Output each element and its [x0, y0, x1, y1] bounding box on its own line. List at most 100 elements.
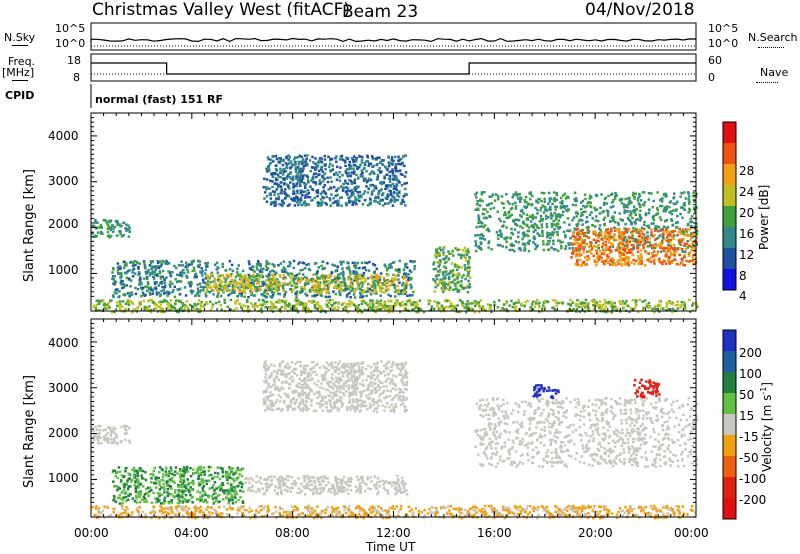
heatmap-cell	[572, 242, 575, 246]
heatmap-cell	[687, 211, 690, 214]
heatmap-cell	[167, 270, 170, 273]
heatmap-cell	[356, 282, 359, 285]
heatmap-cell	[686, 239, 689, 243]
heatmap-cell	[323, 172, 327, 175]
heatmap-cell	[107, 225, 111, 228]
heatmap-cell	[688, 259, 691, 263]
heatmap-cell	[255, 278, 258, 282]
heatmap-cell	[225, 283, 228, 287]
heatmap-cell	[693, 208, 697, 212]
heatmap-cell	[586, 202, 590, 205]
heatmap-cell	[330, 271, 334, 275]
heatmap-cell	[365, 294, 368, 298]
heatmap-cell	[669, 251, 673, 255]
heatmap-cell	[256, 288, 259, 291]
heatmap-cell	[117, 265, 120, 269]
heatmap-cell	[184, 468, 187, 472]
heatmap-cell	[343, 289, 346, 292]
heatmap-cell	[693, 227, 697, 231]
heatmap-cell	[446, 299, 449, 303]
heatmap-cell	[411, 303, 414, 306]
heatmap-cell	[626, 242, 630, 245]
heatmap-cell	[338, 290, 341, 293]
heatmap-cell	[202, 286, 205, 289]
heatmap-cell	[474, 249, 478, 253]
heatmap-cell	[464, 310, 468, 314]
heatmap-cell	[240, 294, 243, 298]
heatmap-cell	[348, 269, 352, 273]
heatmap-cell	[270, 296, 274, 299]
heatmap-cell	[402, 275, 406, 278]
heatmap-cell	[153, 282, 157, 286]
heatmap-cell	[116, 234, 119, 237]
heatmap-cell	[632, 237, 636, 240]
heatmap-cell	[252, 265, 255, 268]
heatmap-cell	[165, 300, 169, 303]
heatmap-cell	[653, 307, 657, 310]
heatmap-cell	[410, 285, 413, 289]
heatmap-cell	[394, 295, 397, 298]
heatmap-cell	[388, 310, 391, 314]
heatmap-cell	[131, 275, 135, 278]
heatmap-cell	[234, 288, 237, 292]
heatmap-cell	[584, 197, 587, 201]
heatmap-cell	[114, 288, 118, 292]
heatmap-cell	[632, 226, 635, 230]
heatmap-cell	[368, 203, 371, 206]
heatmap-cell	[663, 225, 666, 228]
heatmap-cell	[349, 300, 352, 303]
heatmap-cell	[399, 157, 403, 161]
heatmap-cell	[549, 197, 553, 200]
heatmap-cell	[610, 311, 613, 314]
heatmap-cell	[303, 200, 307, 203]
heatmap-cell	[254, 305, 258, 308]
heatmap-cell	[328, 197, 331, 200]
heatmap-cell	[497, 194, 500, 198]
heatmap-cell	[576, 241, 580, 245]
heatmap-cell	[595, 208, 599, 211]
heatmap-cell	[316, 189, 319, 192]
heatmap-cell	[589, 244, 593, 247]
heatmap-cell	[407, 278, 410, 282]
heatmap-cell	[269, 288, 273, 292]
heatmap-cell	[510, 213, 513, 217]
heatmap-cell	[622, 257, 626, 260]
heatmap-cell	[617, 243, 620, 246]
heatmap-cell	[532, 215, 535, 219]
heatmap-cell	[301, 268, 305, 271]
heatmap-cell	[98, 431, 101, 435]
heatmap-cell	[444, 286, 447, 290]
heatmap-cell	[134, 286, 137, 290]
heatmap-cell	[124, 308, 127, 311]
heatmap-cell	[444, 306, 448, 309]
heatmap-cell	[397, 270, 400, 274]
heatmap-cell	[399, 169, 402, 172]
heatmap-cell	[319, 288, 322, 291]
heatmap-cell	[374, 310, 377, 314]
heatmap-cell	[385, 305, 388, 308]
heatmap-cell	[511, 195, 514, 199]
heatmap-cell	[274, 203, 278, 206]
heatmap-cell	[439, 258, 442, 262]
heatmap-cell	[305, 263, 308, 267]
heatmap-cell	[456, 290, 459, 293]
heatmap-cell	[243, 295, 246, 298]
heatmap-cell	[509, 237, 512, 240]
heatmap-cell	[450, 308, 453, 311]
heatmap-cell	[156, 259, 159, 263]
heatmap-cell	[160, 289, 163, 293]
heatmap-cell	[474, 300, 478, 304]
heatmap-cell	[312, 300, 316, 303]
heatmap-cell	[331, 298, 334, 302]
heatmap-cell	[231, 288, 235, 291]
heatmap-cell	[147, 306, 150, 309]
heatmap-cell	[546, 234, 549, 237]
heatmap-cell	[127, 227, 130, 231]
heatmap-cell	[113, 291, 116, 294]
heatmap-cell	[447, 257, 451, 260]
heatmap-cell	[254, 302, 257, 305]
heatmap-cell	[207, 285, 210, 288]
heatmap-cell	[204, 493, 207, 497]
heatmap-cell	[672, 197, 675, 200]
heatmap-cell	[687, 244, 690, 247]
